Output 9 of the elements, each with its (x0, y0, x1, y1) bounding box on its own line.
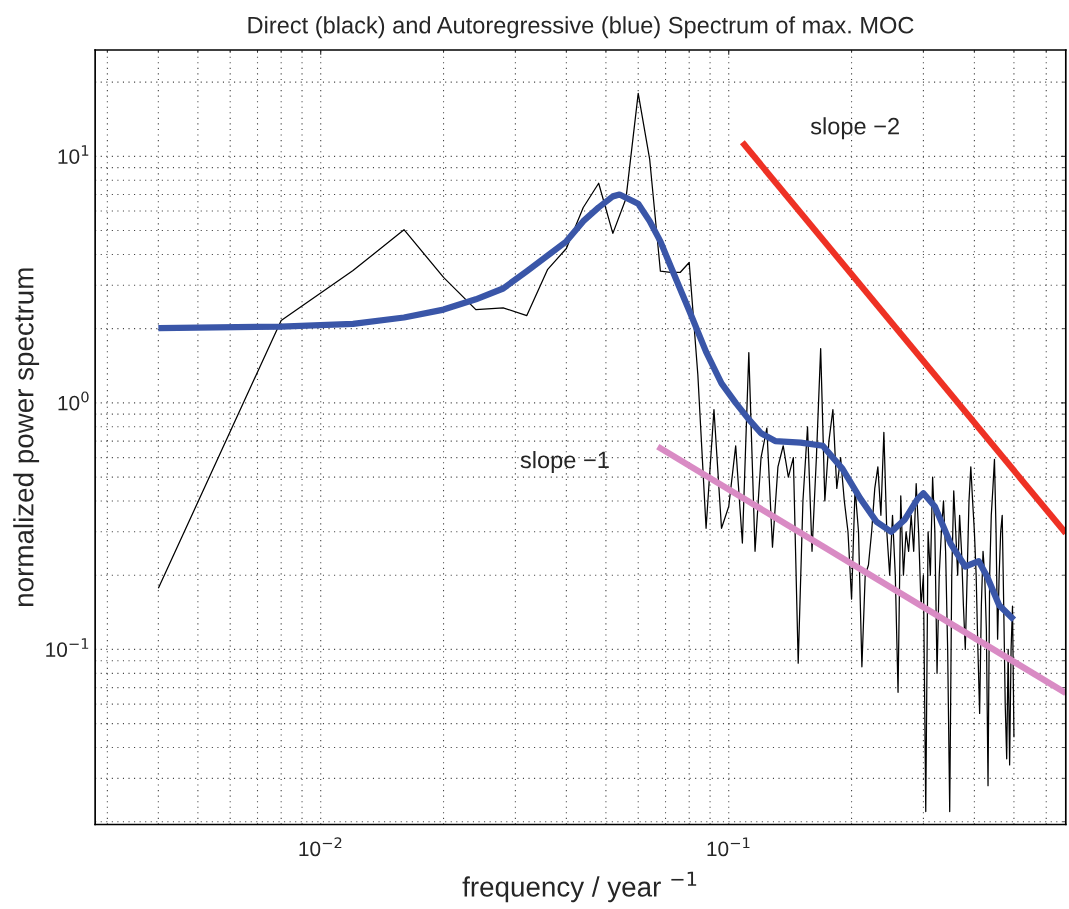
y-tick-label: 10$^{1}$ (58, 145, 89, 164)
y-axis-title: normalized power spectrum (13, 268, 40, 606)
y-tick-label: 10$^{0}$ (58, 391, 89, 411)
annotation: slope −2 (810, 117, 899, 140)
annotation: slope −1 (520, 451, 609, 474)
y-tick-label: 10$^{−1}$ (46, 638, 89, 658)
x-tick-label: 10$^{−2}$ (299, 837, 342, 857)
chart-title: Direct (black) and Autoregressive (blue) Spectrum of max. MOC (248, 16, 914, 39)
x-axis-title: frequency / year $^{−1}$ (462, 871, 697, 903)
